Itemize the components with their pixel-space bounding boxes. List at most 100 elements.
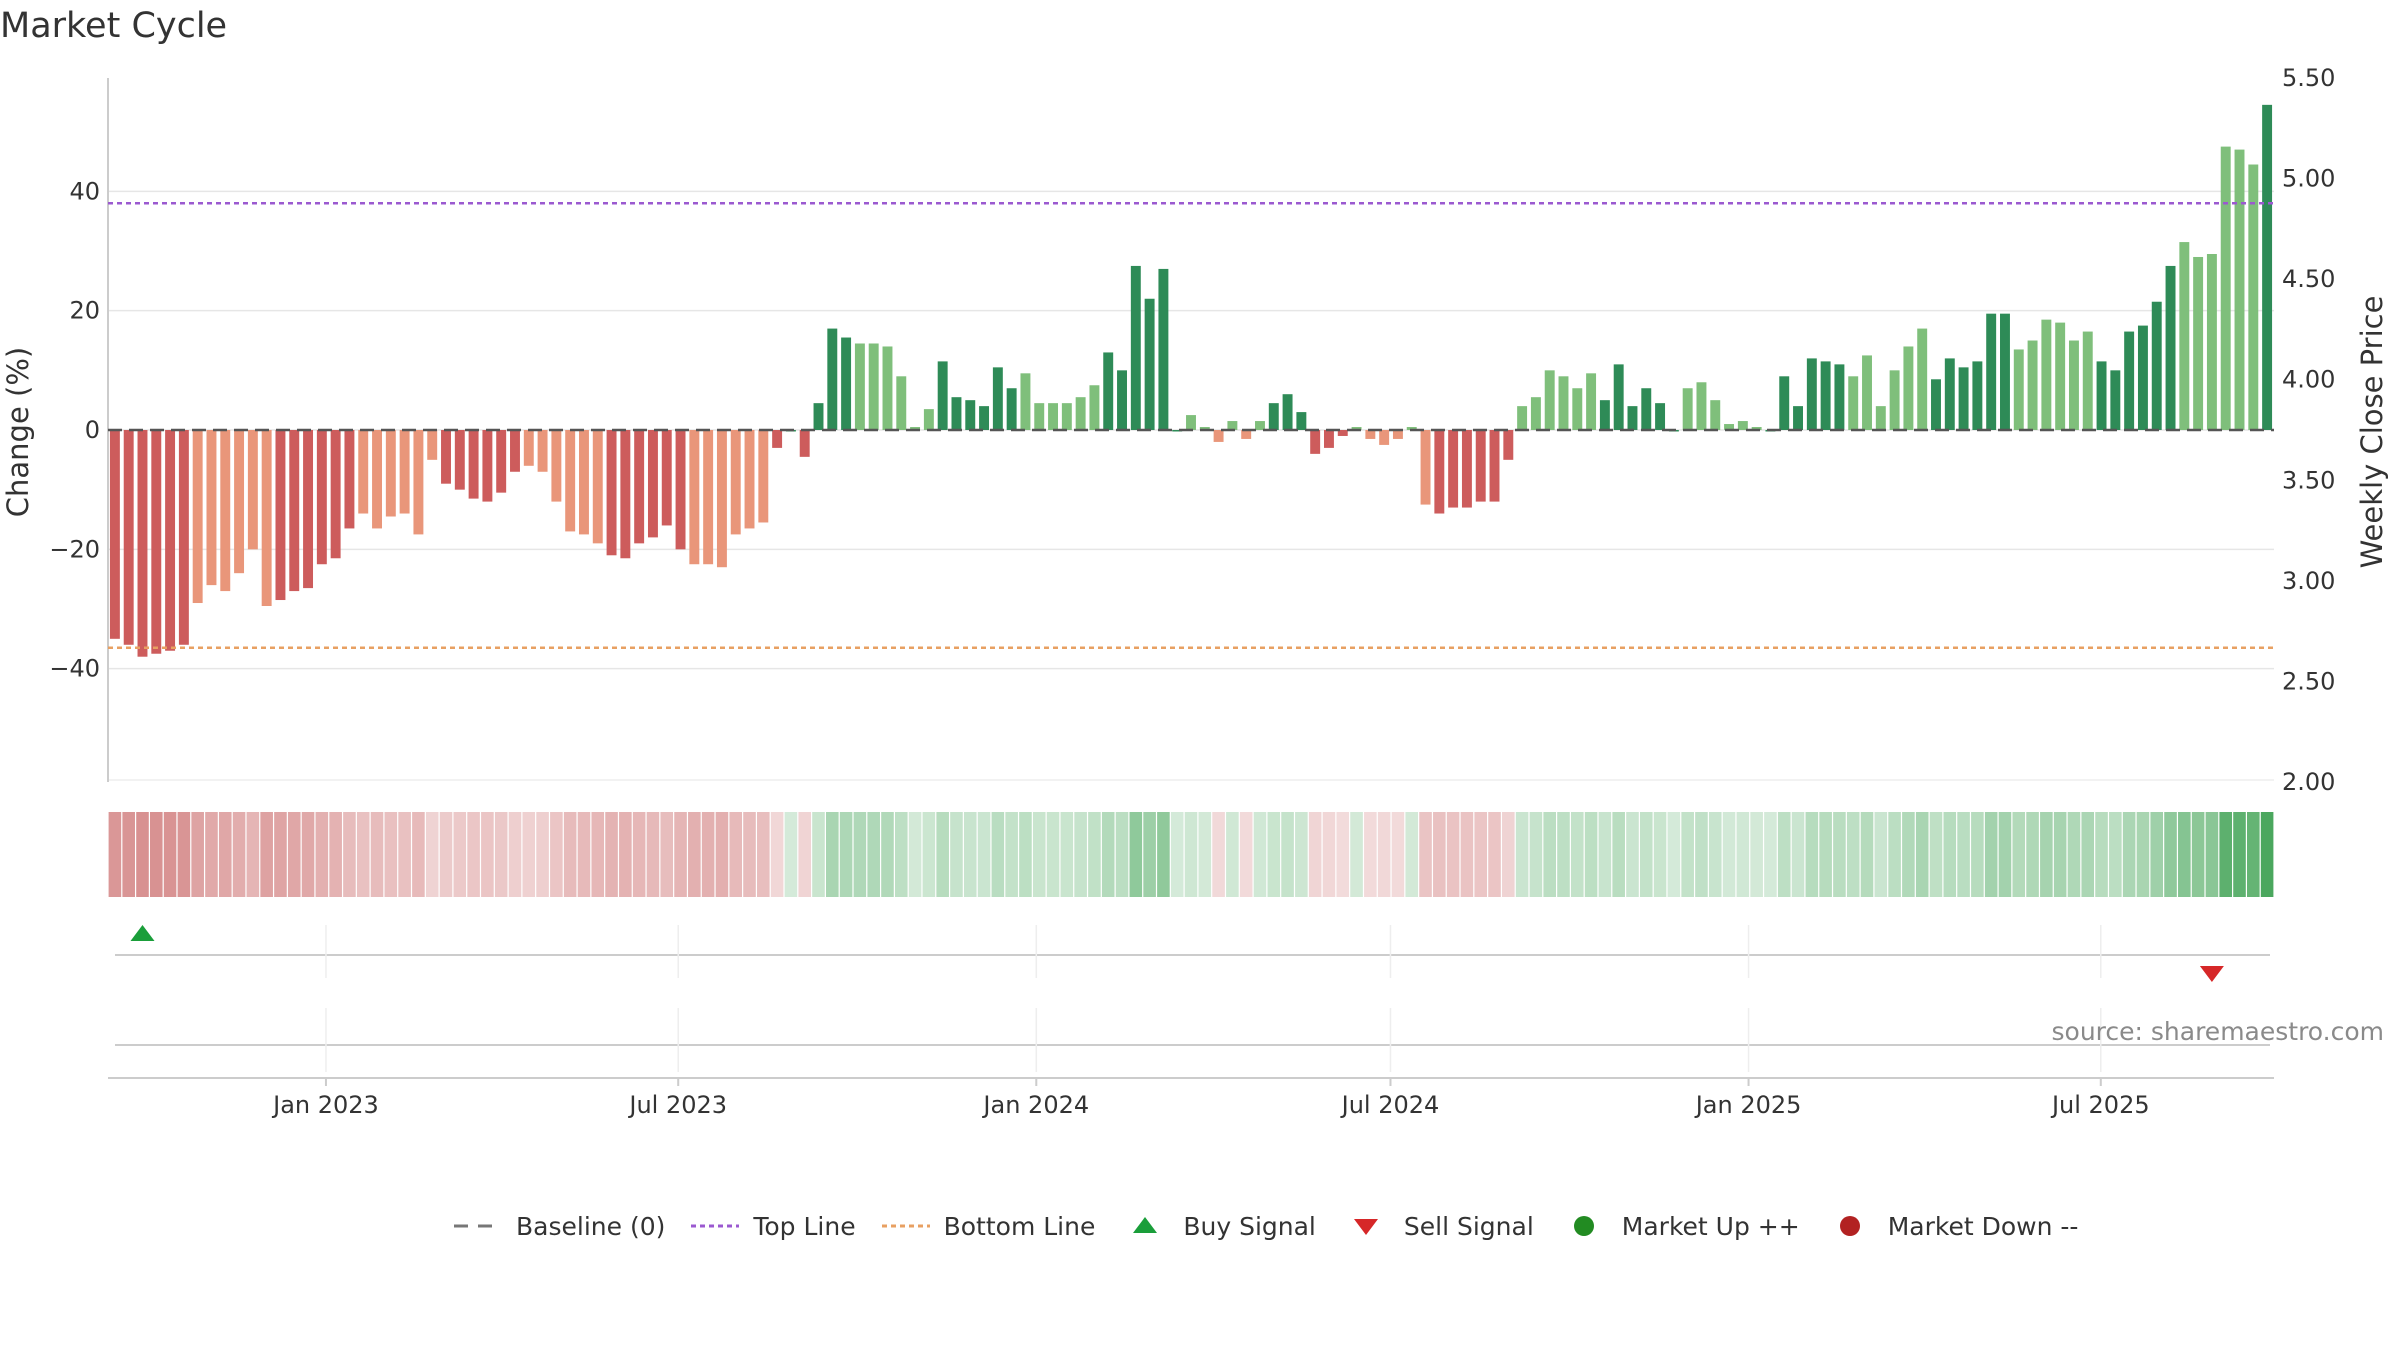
bar: [2110, 370, 2121, 430]
heat-cell: [246, 812, 260, 897]
bar: [772, 430, 783, 448]
bar: [247, 430, 258, 550]
bar: [661, 430, 672, 526]
bar: [1489, 430, 1500, 502]
heat-cell: [2053, 812, 2067, 897]
bar: [1627, 406, 1638, 430]
bar: [220, 430, 231, 592]
heat-cell: [1722, 812, 1736, 897]
bar: [1958, 367, 1969, 430]
bar: [716, 430, 727, 568]
heat-cell: [1198, 812, 1212, 897]
heat-cell: [632, 812, 646, 897]
bar: [372, 430, 382, 529]
heat-cell: [163, 812, 177, 897]
bar: [1186, 415, 1196, 430]
heat-cell: [1805, 812, 1819, 897]
heat-cell: [1129, 812, 1143, 897]
heat-cell: [1170, 812, 1184, 897]
legend-swatch-sell: [1353, 1219, 1378, 1235]
heat-cell: [1957, 812, 1970, 897]
bar: [1820, 361, 1831, 430]
legend-swatch-top: [691, 1224, 740, 1228]
bar: [1972, 361, 1983, 430]
bar: [896, 376, 907, 430]
bar: [1862, 355, 1872, 430]
legend-label-down: Market Down --: [1887, 1211, 2079, 1241]
heat-cell: [1888, 812, 1901, 897]
y-left-tick-label: 20: [69, 297, 100, 325]
heat-cell: [356, 812, 370, 897]
bar: [468, 430, 479, 499]
heat-cell: [1667, 812, 1681, 897]
bar: [1130, 265, 1141, 430]
heat-cell: [1336, 812, 1350, 897]
y-right-tick-label: 5.50: [2282, 64, 2335, 92]
bar: [1255, 421, 1265, 430]
x-tick-label: Jul 2023: [627, 1091, 727, 1119]
bar: [1323, 430, 1334, 448]
signal-panel: [115, 925, 2270, 1072]
y-right-tick-label: 2.00: [2282, 768, 2335, 796]
bar: [1696, 382, 1707, 430]
heat-cell: [1639, 812, 1653, 897]
heat-cell: [1612, 812, 1625, 897]
heat-cell: [1819, 812, 1832, 897]
bar: [579, 430, 589, 535]
heat-cell: [991, 812, 1005, 897]
legend-item-up: Market Up ++: [1556, 1211, 1800, 1241]
legend-swatch-buy: [1133, 1217, 1158, 1233]
heat-cell: [1322, 812, 1336, 897]
heat-cell: [1253, 812, 1267, 897]
bar: [1117, 370, 1127, 430]
bar: [151, 430, 162, 654]
bar: [275, 430, 286, 601]
bar: [1268, 403, 1279, 430]
bar: [1586, 373, 1597, 430]
axes: 40 20 0 −20 −40 5.50 5.00 4.50 4.00 3.50 3.00 2.50 2…: [49, 64, 2335, 1119]
bar: [1558, 376, 1569, 430]
heat-cell: [1446, 812, 1460, 897]
heat-cell: [1833, 812, 1846, 897]
bar: [2082, 331, 2093, 430]
heat-cell: [2205, 812, 2219, 897]
bar: [385, 430, 396, 517]
heat-cell: [260, 812, 273, 897]
heat-cell: [205, 812, 218, 897]
bar: [1613, 364, 1624, 430]
y-left-tick-label: −20: [49, 535, 100, 563]
heat-cell: [619, 812, 632, 897]
bar: [1158, 268, 1169, 430]
bar: [2179, 242, 2190, 430]
bar: [813, 403, 824, 430]
heat-cell: [715, 812, 729, 897]
heat-cell: [412, 812, 425, 897]
heat-cell: [950, 812, 963, 897]
y-left-tick-label: 40: [69, 177, 100, 205]
heat-cell: [1460, 812, 1474, 897]
bar: [1544, 370, 1555, 430]
bar: [1020, 373, 1031, 430]
bar: [1517, 406, 1528, 430]
heat-cell: [494, 812, 508, 897]
heat-cell: [853, 812, 867, 897]
bar: [1903, 346, 1914, 430]
bar: [165, 430, 176, 651]
bar: [1599, 400, 1610, 430]
heat-cell: [2233, 812, 2246, 897]
bar: [2096, 361, 2107, 430]
bar: [979, 406, 990, 430]
buy-signal-marker: [130, 925, 155, 941]
heat-cell: [1598, 812, 1612, 897]
bar: [1503, 430, 1514, 460]
bar: [1448, 430, 1459, 508]
heat-cell: [1364, 812, 1377, 897]
legend-item-baseline: Baseline (0): [450, 1211, 665, 1241]
bar: [427, 430, 438, 460]
y-left-tick-label: 0: [85, 416, 100, 444]
bar: [1641, 388, 1652, 430]
legend: Baseline (0) Top Line Bottom Line Buy Signa…: [450, 1206, 2100, 1246]
heat-cell: [1377, 812, 1391, 897]
bar: [523, 430, 534, 466]
bar: [482, 430, 493, 502]
